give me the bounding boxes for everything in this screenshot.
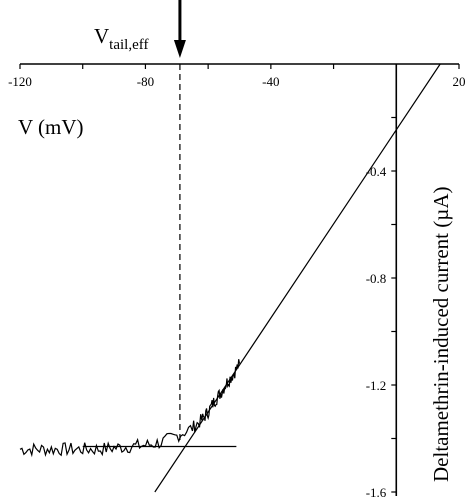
y-tick-label: -1.2 (366, 378, 387, 393)
ticks: -120 -80 -40 20-0.4-0.8-1.2-1.6 (8, 64, 466, 500)
y-tick-label: -1.6 (366, 485, 387, 500)
x-tick-label: -120 (8, 74, 32, 89)
annotation-label: Vtail,eff (94, 24, 148, 53)
series-trace (19, 359, 241, 458)
x-axis-title: V (mV) (18, 115, 84, 139)
x-tick-label: -40 (262, 74, 279, 89)
y-axis-title: Deltamethrin-induced current (µA) (429, 187, 453, 482)
x-tick-label: 20 (453, 74, 466, 89)
y-tick-label: -0.8 (366, 271, 387, 286)
x-tick-label: -80 (137, 74, 154, 89)
fit-line-2 (154, 63, 441, 493)
marks (19, 0, 441, 493)
axes (20, 63, 459, 496)
annotation-arrow-head (173, 40, 186, 58)
